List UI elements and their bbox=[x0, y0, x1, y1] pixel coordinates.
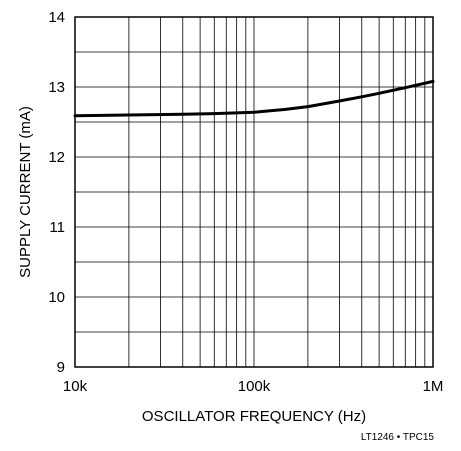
x-axis-label: OSCILLATOR FREQUENCY (Hz) bbox=[142, 408, 366, 425]
series-layer bbox=[73, 79, 435, 118]
supply-current-series-line bbox=[73, 79, 435, 118]
y-tick-label: 13 bbox=[48, 79, 65, 96]
x-tick-label: 1M bbox=[423, 378, 444, 395]
y-tick-label: 14 bbox=[48, 9, 65, 26]
x-tick-label: 100k bbox=[238, 378, 271, 395]
y-tick-label: 9 bbox=[57, 359, 65, 376]
y-tick-label: 11 bbox=[49, 219, 65, 236]
plot-frame bbox=[74, 16, 434, 368]
figure-code: LT1246 • TPC15 bbox=[361, 432, 435, 443]
y-tick-label: 12 bbox=[48, 149, 65, 166]
y-tick-label: 10 bbox=[48, 289, 65, 306]
grid bbox=[75, 17, 433, 367]
y-tick-labels: 9 10 11 12 13 14 bbox=[48, 9, 65, 376]
x-tick-label: 10k bbox=[63, 378, 88, 395]
x-tick-labels: 10k 100k 1M bbox=[63, 378, 444, 395]
y-axis-label: SUPPLY CURRENT (mA) bbox=[17, 106, 34, 278]
